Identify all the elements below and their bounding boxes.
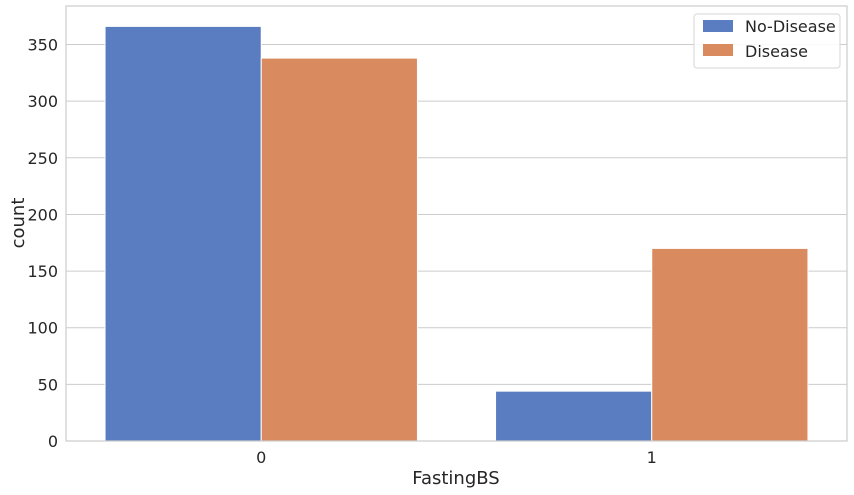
y-tick-label: 300 [27,92,58,111]
bar-disease-1 [651,247,809,442]
legend-label-no-disease: No-Disease [745,17,836,36]
y-tick-label: 50 [38,375,58,394]
y-tick-labels: 0 50 100 150 200 250 300 350 [27,36,58,451]
x-axis-label: FastingBS [412,468,499,489]
y-axis-label: count [8,198,29,249]
y-tick-label: 0 [48,432,58,451]
bar-disease-0 [260,57,418,442]
y-tick-label: 100 [27,319,58,338]
x-tick-label: 1 [647,448,657,467]
y-tick-label: 350 [27,36,58,55]
y-tick-label: 150 [27,262,58,281]
legend-label-disease: Disease [745,42,808,61]
legend-swatch-no-disease [703,20,733,32]
legend: No-Disease Disease [693,13,841,69]
y-tick-label: 250 [27,149,58,168]
x-tick-label: 0 [256,448,266,467]
bar-no-disease-1 [495,390,653,442]
bars [104,25,809,442]
legend-swatch-disease [703,44,733,56]
plot-frame [65,5,848,442]
y-tick-label: 200 [27,205,58,224]
bar-no-disease-0 [104,25,262,442]
